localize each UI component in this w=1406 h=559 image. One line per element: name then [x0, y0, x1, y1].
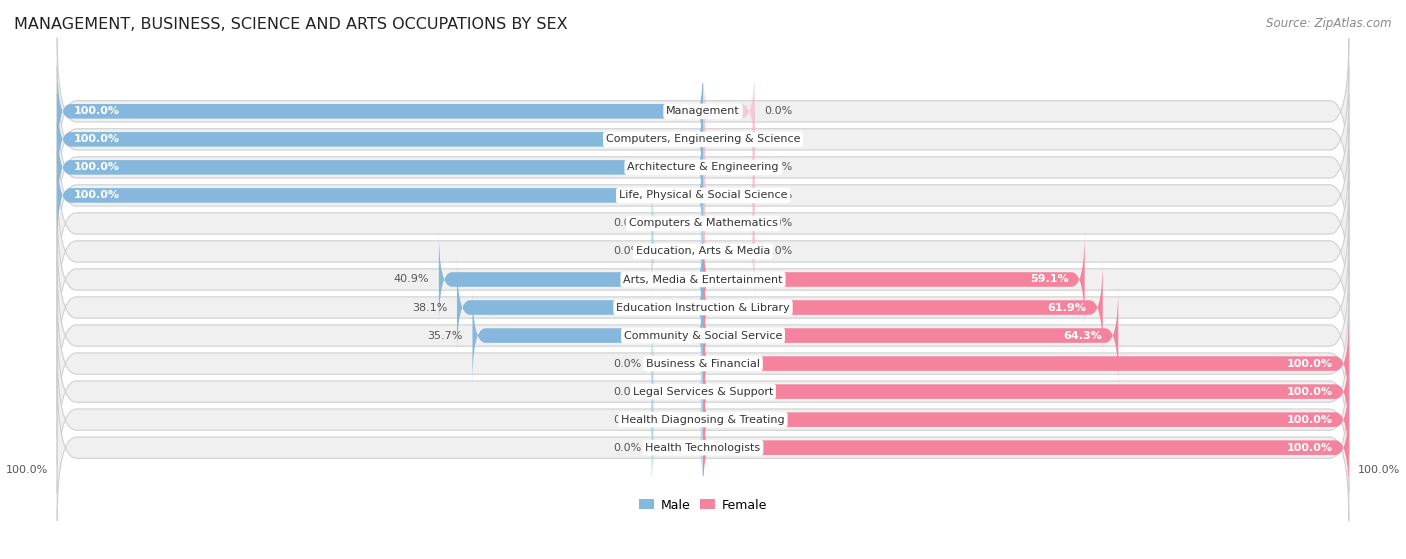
FancyBboxPatch shape [58, 374, 1348, 521]
FancyBboxPatch shape [703, 91, 755, 188]
FancyBboxPatch shape [58, 150, 1348, 297]
Text: 59.1%: 59.1% [1029, 274, 1069, 285]
FancyBboxPatch shape [58, 318, 1348, 465]
Text: Health Diagnosing & Treating: Health Diagnosing & Treating [621, 415, 785, 425]
FancyBboxPatch shape [58, 178, 1348, 325]
FancyBboxPatch shape [703, 315, 1348, 413]
Text: 100.0%: 100.0% [1286, 387, 1333, 396]
FancyBboxPatch shape [58, 91, 703, 188]
Text: Health Technologists: Health Technologists [645, 443, 761, 453]
Text: 0.0%: 0.0% [765, 219, 793, 229]
FancyBboxPatch shape [651, 343, 703, 440]
FancyBboxPatch shape [651, 203, 703, 300]
FancyBboxPatch shape [58, 290, 1348, 437]
Text: 0.0%: 0.0% [765, 191, 793, 201]
FancyBboxPatch shape [58, 119, 703, 216]
FancyBboxPatch shape [651, 174, 703, 272]
Text: Management: Management [666, 106, 740, 116]
Text: 0.0%: 0.0% [613, 358, 641, 368]
Text: MANAGEMENT, BUSINESS, SCIENCE AND ARTS OCCUPATIONS BY SEX: MANAGEMENT, BUSINESS, SCIENCE AND ARTS O… [14, 17, 568, 32]
Text: 100.0%: 100.0% [73, 191, 120, 201]
Text: 100.0%: 100.0% [1358, 465, 1400, 475]
FancyBboxPatch shape [703, 259, 1102, 356]
FancyBboxPatch shape [58, 94, 1348, 241]
FancyBboxPatch shape [703, 287, 1118, 385]
Text: Community & Social Service: Community & Social Service [624, 330, 782, 340]
FancyBboxPatch shape [58, 206, 1348, 353]
Legend: Male, Female: Male, Female [634, 494, 772, 517]
Text: 100.0%: 100.0% [73, 163, 120, 172]
FancyBboxPatch shape [703, 399, 1348, 496]
Text: 61.9%: 61.9% [1047, 302, 1087, 312]
Text: 0.0%: 0.0% [613, 443, 641, 453]
Text: 0.0%: 0.0% [765, 163, 793, 172]
FancyBboxPatch shape [472, 287, 703, 385]
FancyBboxPatch shape [703, 174, 755, 272]
FancyBboxPatch shape [651, 399, 703, 496]
FancyBboxPatch shape [58, 234, 1348, 381]
FancyBboxPatch shape [703, 343, 1348, 440]
Text: 100.0%: 100.0% [1286, 358, 1333, 368]
Text: Education, Arts & Media: Education, Arts & Media [636, 247, 770, 257]
Text: Legal Services & Support: Legal Services & Support [633, 387, 773, 396]
Text: 64.3%: 64.3% [1063, 330, 1102, 340]
FancyBboxPatch shape [651, 315, 703, 413]
Text: 100.0%: 100.0% [73, 134, 120, 144]
Text: Computers, Engineering & Science: Computers, Engineering & Science [606, 134, 800, 144]
FancyBboxPatch shape [703, 231, 1084, 328]
FancyBboxPatch shape [58, 66, 1348, 213]
Text: Life, Physical & Social Science: Life, Physical & Social Science [619, 191, 787, 201]
Text: 0.0%: 0.0% [613, 415, 641, 425]
FancyBboxPatch shape [651, 371, 703, 468]
Text: 100.0%: 100.0% [1286, 415, 1333, 425]
Text: 0.0%: 0.0% [765, 247, 793, 257]
Text: 100.0%: 100.0% [6, 465, 48, 475]
FancyBboxPatch shape [703, 119, 755, 216]
Text: Education Instruction & Library: Education Instruction & Library [616, 302, 790, 312]
FancyBboxPatch shape [58, 262, 1348, 409]
Text: Business & Financial: Business & Financial [645, 358, 761, 368]
Text: 0.0%: 0.0% [613, 219, 641, 229]
FancyBboxPatch shape [58, 122, 1348, 269]
FancyBboxPatch shape [457, 259, 703, 356]
Text: 40.9%: 40.9% [394, 274, 429, 285]
Text: 100.0%: 100.0% [73, 106, 120, 116]
FancyBboxPatch shape [703, 371, 1348, 468]
Text: 0.0%: 0.0% [613, 387, 641, 396]
Text: Architecture & Engineering: Architecture & Engineering [627, 163, 779, 172]
FancyBboxPatch shape [703, 146, 755, 244]
FancyBboxPatch shape [703, 63, 755, 160]
Text: 0.0%: 0.0% [765, 134, 793, 144]
Text: Computers & Mathematics: Computers & Mathematics [628, 219, 778, 229]
FancyBboxPatch shape [439, 231, 703, 328]
Text: 35.7%: 35.7% [427, 330, 463, 340]
Text: 0.0%: 0.0% [765, 106, 793, 116]
FancyBboxPatch shape [58, 63, 703, 160]
FancyBboxPatch shape [703, 203, 755, 300]
FancyBboxPatch shape [58, 346, 1348, 493]
Text: 38.1%: 38.1% [412, 302, 447, 312]
Text: 0.0%: 0.0% [613, 247, 641, 257]
FancyBboxPatch shape [58, 38, 1348, 185]
FancyBboxPatch shape [58, 146, 703, 244]
Text: Arts, Media & Entertainment: Arts, Media & Entertainment [623, 274, 783, 285]
Text: Source: ZipAtlas.com: Source: ZipAtlas.com [1267, 17, 1392, 30]
Text: 100.0%: 100.0% [1286, 443, 1333, 453]
